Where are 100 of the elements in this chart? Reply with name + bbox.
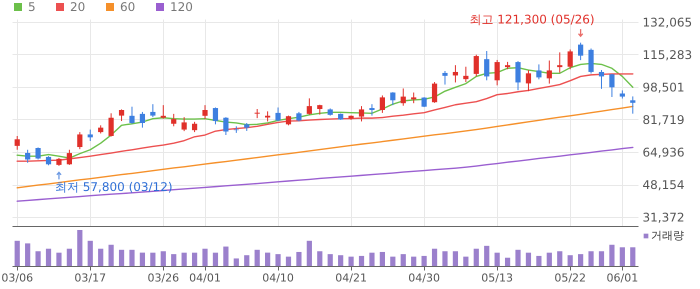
annotation: 최저 57,800 (03/12) — [54, 180, 173, 194]
annotation: 최고 121,300 (05/26) — [469, 12, 595, 27]
bar — [328, 254, 333, 266]
y-tick-label: 98,501 — [642, 80, 684, 94]
legend-label: 거래량 — [651, 229, 684, 242]
bar — [588, 251, 594, 266]
bar — [223, 246, 228, 266]
candlestick — [25, 149, 30, 164]
bar — [380, 252, 385, 266]
candlestick — [182, 116, 187, 132]
candlestick — [474, 54, 479, 77]
candlestick — [432, 82, 438, 104]
legend-label: 20 — [70, 0, 86, 14]
candlestick — [296, 111, 302, 122]
candlestick — [526, 70, 532, 92]
x-tick-label: 04/30 — [408, 272, 440, 284]
candlestick — [118, 108, 124, 122]
legend-label: 5 — [28, 0, 36, 14]
bar — [129, 250, 135, 266]
bar — [452, 251, 458, 266]
candlestick — [317, 104, 322, 116]
candlestick — [66, 149, 72, 166]
bar — [557, 251, 562, 266]
x-tick-label: 03/26 — [147, 272, 180, 284]
y-tick-label: 81,719 — [642, 112, 684, 127]
candlestick — [369, 104, 375, 116]
bar — [422, 256, 427, 266]
bar — [202, 248, 208, 266]
bar — [463, 256, 468, 266]
bar — [568, 255, 573, 266]
bar — [442, 251, 448, 266]
bar — [317, 251, 322, 266]
candlestick — [150, 104, 156, 118]
candlestick — [46, 156, 52, 166]
bar — [411, 256, 416, 266]
candlestick — [494, 59, 500, 86]
bar — [536, 256, 542, 266]
bar — [234, 258, 239, 266]
bar — [432, 248, 438, 266]
y-tick-label: 31,372 — [642, 210, 684, 225]
legend-label: 60 — [120, 0, 136, 14]
x-tick-label: 06/01 — [606, 272, 638, 284]
candlestick — [536, 64, 542, 80]
bar — [118, 250, 124, 266]
candlestick — [88, 129, 93, 142]
y-tick-label: 48,154 — [642, 178, 684, 192]
bar — [244, 255, 250, 266]
y-tick-label: 64,936 — [642, 146, 684, 160]
bar — [474, 248, 479, 266]
candlestick — [546, 60, 552, 84]
candlestick — [484, 50, 490, 81]
bar — [306, 240, 312, 266]
bar — [484, 246, 490, 266]
candlestick — [129, 106, 135, 124]
candlestick — [35, 146, 41, 160]
x-tick-label: 03/06 — [1, 272, 34, 284]
candlestick — [390, 92, 396, 106]
y-tick-label: 115,283 — [642, 48, 692, 62]
candlestick — [223, 116, 228, 136]
candlestick — [306, 98, 312, 116]
candlestick — [578, 42, 584, 61]
x-tick-label: 04/10 — [262, 272, 294, 284]
candlestick — [275, 106, 281, 122]
bar — [171, 254, 176, 266]
candlestick — [212, 106, 218, 125]
bar — [526, 252, 532, 266]
bar — [265, 252, 270, 266]
candlestick — [609, 73, 615, 98]
candlestick — [400, 88, 406, 106]
candlestick — [234, 126, 239, 134]
bar — [254, 250, 260, 266]
bar — [348, 256, 354, 266]
bar — [494, 252, 500, 266]
bar — [108, 244, 114, 266]
bar — [369, 252, 375, 266]
bar — [192, 252, 198, 266]
x-tick-label: 03/17 — [74, 272, 106, 284]
bar — [77, 230, 82, 266]
bar — [578, 254, 584, 266]
bar — [296, 252, 302, 266]
bar — [338, 255, 344, 266]
candlestick — [202, 104, 208, 120]
bar — [598, 251, 604, 266]
candlestick — [422, 96, 427, 108]
candlestick — [442, 70, 448, 86]
candlestick — [630, 96, 636, 114]
bar — [35, 251, 41, 266]
candlestick — [77, 132, 82, 150]
bar — [25, 243, 30, 266]
candlestick — [598, 70, 604, 90]
bar — [630, 247, 636, 266]
candlestick — [557, 52, 562, 74]
bar — [14, 240, 20, 266]
bar — [140, 252, 146, 266]
x-tick-label: 05/22 — [554, 272, 586, 284]
candlestick — [380, 94, 385, 114]
bar — [46, 248, 52, 266]
candlestick — [358, 106, 364, 122]
bar — [212, 252, 218, 266]
bar — [358, 256, 364, 266]
